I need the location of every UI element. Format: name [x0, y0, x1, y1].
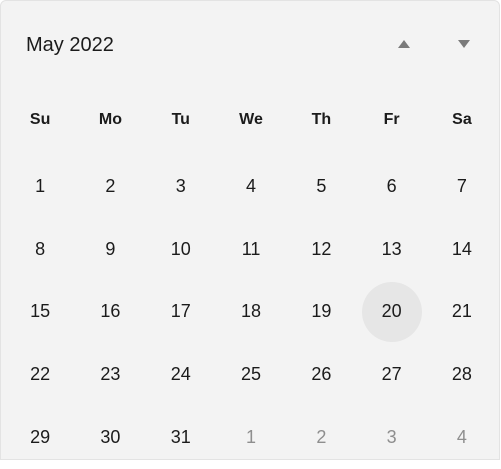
calendar-day[interactable]: 16	[75, 281, 145, 344]
day-number: 14	[451, 238, 472, 259]
calendar-day[interactable]: 13	[356, 218, 426, 281]
calendar-day-next-month[interactable]: 3	[356, 406, 426, 469]
calendar-day[interactable]: 28	[427, 343, 497, 406]
day-number: 23	[100, 364, 121, 385]
day-number: 31	[170, 427, 191, 448]
calendar-day[interactable]: 23	[75, 343, 145, 406]
calendar-day[interactable]: 21	[427, 281, 497, 344]
calendar-day[interactable]: 11	[216, 218, 286, 281]
calendar-day[interactable]: 17	[146, 281, 216, 344]
day-number: 27	[381, 364, 402, 385]
day-number: 28	[451, 364, 472, 385]
calendar-day[interactable]: 31	[146, 406, 216, 469]
weekday-label: Tu	[171, 111, 190, 128]
day-number: 3	[386, 427, 397, 448]
day-number: 20	[361, 281, 422, 342]
weekday-label: We	[239, 111, 263, 128]
day-number: 17	[170, 301, 191, 322]
day-number: 26	[311, 364, 332, 385]
calendar-day[interactable]: 8	[5, 218, 75, 281]
day-number: 29	[30, 427, 51, 448]
previous-month-button[interactable]	[386, 27, 422, 61]
calendar-day[interactable]: 30	[75, 406, 145, 469]
day-number: 7	[456, 175, 467, 196]
calendar-day-highlighted[interactable]: 20	[356, 281, 426, 344]
day-number: 11	[241, 238, 261, 259]
weekday-label: Sa	[452, 111, 472, 128]
calendar-day[interactable]: 6	[356, 155, 426, 218]
day-number: 10	[170, 238, 191, 259]
day-number: 4	[456, 427, 467, 448]
triangle-down-icon	[458, 40, 470, 48]
calendar-day-next-month[interactable]: 2	[286, 406, 356, 469]
day-number: 30	[100, 427, 121, 448]
calendar-day[interactable]: 5	[286, 155, 356, 218]
calendar-header: May 2022	[1, 1, 499, 89]
calendar-day[interactable]: 27	[356, 343, 426, 406]
calendar-day[interactable]: 18	[216, 281, 286, 344]
day-number: 18	[241, 301, 262, 322]
day-number: 9	[105, 238, 116, 259]
weekday-label: Su	[29, 111, 51, 128]
calendar-day[interactable]: 9	[75, 218, 145, 281]
calendar-day[interactable]: 25	[216, 343, 286, 406]
day-number: 13	[381, 238, 402, 259]
weekday-header-row: Su Mo Tu We Th Fr Sa	[5, 101, 497, 139]
calendar-day-next-month[interactable]: 1	[216, 406, 286, 469]
month-year-title[interactable]: May 2022	[26, 34, 114, 56]
day-number: 15	[30, 301, 51, 322]
day-number: 25	[241, 364, 262, 385]
day-number: 21	[451, 301, 472, 322]
calendar-day[interactable]: 12	[286, 218, 356, 281]
day-number: 24	[170, 364, 191, 385]
calendar-day[interactable]: 7	[427, 155, 497, 218]
triangle-up-icon	[398, 40, 410, 48]
day-number: 16	[100, 301, 121, 322]
calendar-day[interactable]: 14	[427, 218, 497, 281]
day-number: 19	[311, 301, 332, 322]
day-number: 12	[311, 238, 332, 259]
calendar-day-next-month[interactable]: 4	[427, 406, 497, 469]
day-number: 22	[30, 364, 51, 385]
calendar-day[interactable]: 4	[216, 155, 286, 218]
calendar-day[interactable]: 26	[286, 343, 356, 406]
day-grid: 1 2 3 4 5 6 7 8 9 10 11 12 13 14 15 16 17 18 19 20 21 22 23 24 2…	[5, 155, 497, 469]
day-number: 2	[105, 175, 116, 196]
day-number: 4	[246, 175, 257, 196]
calendar-day[interactable]: 2	[75, 155, 145, 218]
day-number: 5	[316, 175, 327, 196]
day-number: 3	[175, 175, 186, 196]
weekday-label: Mo	[98, 111, 122, 128]
day-number: 6	[386, 175, 397, 196]
weekday-label: Th	[311, 111, 332, 128]
day-number: 2	[316, 427, 327, 448]
calendar-day[interactable]: 15	[5, 281, 75, 344]
calendar-day[interactable]: 1	[5, 155, 75, 218]
calendar-day[interactable]: 22	[5, 343, 75, 406]
day-number: 8	[35, 238, 46, 259]
calendar-day[interactable]: 3	[146, 155, 216, 218]
calendar-day[interactable]: 19	[286, 281, 356, 344]
day-number: 1	[246, 427, 257, 448]
weekday-label: Fr	[383, 111, 400, 128]
day-number: 1	[35, 175, 46, 196]
calendar-day[interactable]: 24	[146, 343, 216, 406]
calendar-day[interactable]: 29	[5, 406, 75, 469]
calendar-day[interactable]: 10	[146, 218, 216, 281]
next-month-button[interactable]	[446, 27, 482, 61]
calendar-view: May 2022 Su Mo Tu We Th Fr Sa 1 2 3 4 5 6 7 8 9 10 11 12 1…	[0, 0, 500, 460]
